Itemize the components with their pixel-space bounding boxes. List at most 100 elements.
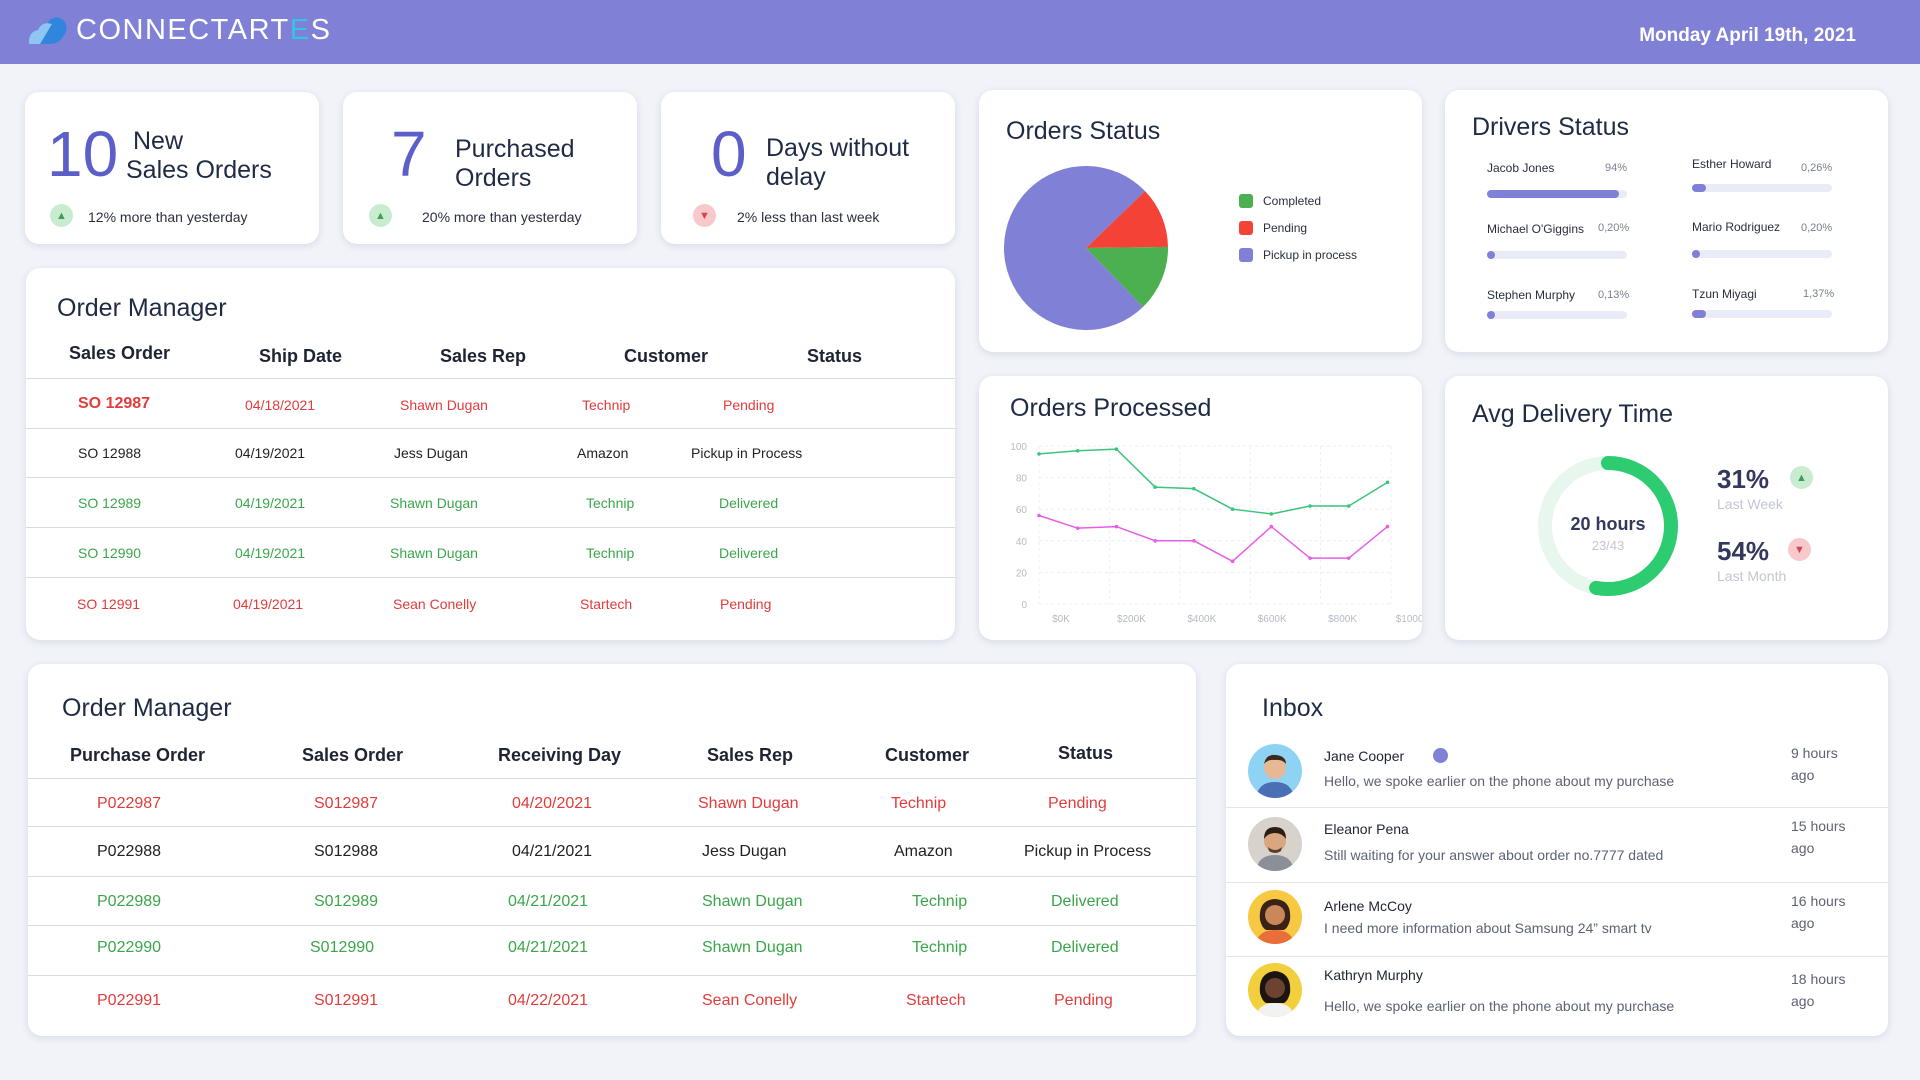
cell-sales-order: SO 12987 xyxy=(78,395,151,412)
data-point[interactable] xyxy=(1153,485,1157,489)
card-title: Order Manager xyxy=(57,294,227,322)
table-row[interactable]: SO 12991 04/19/2021 Sean Conelly Startec… xyxy=(26,577,955,629)
driver-progress-fill xyxy=(1487,311,1496,319)
table-row[interactable]: P022987 S012987 04/20/2021 Shawn Dugan T… xyxy=(28,778,1196,826)
table-row[interactable]: P022990 S012990 04/21/2021 Shawn Dugan T… xyxy=(28,925,1196,975)
col-header-status[interactable]: Status xyxy=(807,346,863,366)
y-tick-label: 80 xyxy=(1016,474,1028,485)
drivers-status-card: Drivers Status Jacob Jones 94% Esther Ho… xyxy=(1445,90,1888,352)
data-point[interactable] xyxy=(1192,539,1196,543)
table-row[interactable]: SO 12988 04/19/2021 Jess Dugan Amazon Pi… xyxy=(26,428,955,477)
kpi-number: 7 xyxy=(391,118,427,190)
avatar xyxy=(1248,744,1302,798)
cell-purchase-order: P022989 xyxy=(97,893,162,910)
col-header-receiving-day[interactable]: Receiving Day xyxy=(498,745,622,765)
cell-sales-rep: Sean Conelly xyxy=(393,596,477,612)
col-header-sales-rep[interactable]: Sales Rep xyxy=(440,346,527,366)
inbox-message[interactable]: Jane Cooper Hello, we spoke earlier on t… xyxy=(1226,734,1888,808)
y-tick-label: 40 xyxy=(1016,537,1028,548)
trend-up-icon: ▲ xyxy=(50,204,73,227)
col-header-sales-order[interactable]: Sales Order xyxy=(302,745,404,765)
table-row[interactable]: P022989 S012989 04/21/2021 Shawn Dugan T… xyxy=(28,876,1196,925)
data-point[interactable] xyxy=(1153,539,1157,543)
legend-pending[interactable]: Pending xyxy=(1239,221,1307,235)
driver-name: Stephen Murphy xyxy=(1487,288,1576,302)
kpi-label-line2: Sales Orders xyxy=(126,156,272,184)
cell-customer: Technip xyxy=(586,545,635,561)
orders-processed-line-chart: 0 20 40 60 80 100 $0K $200K $400K $600K $800K $1000… xyxy=(1010,442,1422,625)
col-header-sales-rep[interactable]: Sales Rep xyxy=(707,745,794,765)
y-tick-label: 100 xyxy=(1010,442,1027,453)
data-point[interactable] xyxy=(1075,448,1080,453)
data-point[interactable] xyxy=(1269,512,1274,516)
data-point[interactable] xyxy=(1308,556,1312,560)
data-point[interactable] xyxy=(1308,504,1312,508)
series-line-1[interactable] xyxy=(1038,448,1388,515)
sender-name: Arlene McCoy xyxy=(1324,898,1412,914)
sender-name: Jane Cooper xyxy=(1324,748,1405,764)
table-row[interactable]: P022991 S012991 04/22/2021 Sean Conelly … xyxy=(28,975,1196,1025)
col-header-purchase-order[interactable]: Purchase Order xyxy=(70,745,206,765)
brand-logo[interactable]: CONNECTARTES xyxy=(28,14,331,47)
driver-name: Mario Rodriguez xyxy=(1692,220,1781,234)
cell-sales-rep: Shawn Dugan xyxy=(698,795,799,812)
card-title: Drivers Status xyxy=(1472,113,1629,141)
cell-sales-order: SO 12988 xyxy=(78,445,142,461)
unread-indicator-icon xyxy=(1433,748,1448,763)
table-row[interactable]: SO 12989 04/19/2021 Shawn Dugan Technip … xyxy=(26,477,955,527)
driver-percent: 0,26% xyxy=(1801,162,1833,174)
legend-swatch xyxy=(1239,221,1253,235)
kpi-label-line1: New xyxy=(133,127,184,155)
message-preview: Hello, we spoke earlier on the phone abo… xyxy=(1324,773,1675,789)
data-point[interactable] xyxy=(1114,524,1119,529)
y-tick-label: 0 xyxy=(1021,600,1027,611)
pie-slice-completed[interactable] xyxy=(1086,246,1168,307)
delivery-hours-value: 20 hours xyxy=(1570,514,1646,534)
data-point[interactable] xyxy=(1269,524,1274,529)
driver-percent: 0,20% xyxy=(1801,222,1833,234)
card-title: Order Manager xyxy=(62,694,232,722)
cell-receiving-day: 04/21/2021 xyxy=(512,843,593,860)
pie-slice-pending[interactable] xyxy=(1086,191,1168,248)
data-point[interactable] xyxy=(1037,452,1041,456)
driver-progress-bar xyxy=(1692,310,1832,318)
avatar xyxy=(1248,963,1302,1017)
data-point[interactable] xyxy=(1346,504,1351,508)
series-line-2[interactable] xyxy=(1038,514,1388,563)
data-point[interactable] xyxy=(1192,486,1196,491)
data-point[interactable] xyxy=(1385,524,1390,529)
inbox-message[interactable]: Kathryn Murphy Hello, we spoke earlier o… xyxy=(1226,957,1888,1031)
inbox-message[interactable]: Eleanor Pena Still waiting for your answ… xyxy=(1226,809,1888,883)
data-point[interactable] xyxy=(1346,556,1351,560)
data-point[interactable] xyxy=(1230,507,1235,511)
legend-completed[interactable]: Completed xyxy=(1239,194,1321,208)
data-point[interactable] xyxy=(1037,513,1041,518)
col-header-status[interactable]: Status xyxy=(1058,743,1114,763)
legend-pickup-in-process[interactable]: Pickup in process xyxy=(1239,248,1357,262)
cell-sales-order: SO 12990 xyxy=(78,545,142,561)
data-point[interactable] xyxy=(1230,559,1235,564)
data-point[interactable] xyxy=(1075,526,1080,530)
cell-sales-order: S012990 xyxy=(310,939,375,956)
driver-progress-bar xyxy=(1692,184,1832,192)
col-header-customer[interactable]: Customer xyxy=(885,745,970,765)
message-time: 9 hours ago xyxy=(1791,745,1838,783)
col-header-sales-order[interactable]: Sales Order xyxy=(69,343,171,363)
cell-receiving-day: 04/21/2021 xyxy=(508,893,589,910)
kpi-label-line2: delay xyxy=(766,163,826,191)
col-header-customer[interactable]: Customer xyxy=(624,346,709,366)
cell-customer: Amazon xyxy=(577,445,629,461)
pie-slice-pickup-in-process[interactable] xyxy=(1004,166,1145,330)
driver-name: Esther Howard xyxy=(1692,157,1772,171)
table-row[interactable]: SO 12987 04/18/2021 Shawn Dugan Technip … xyxy=(26,378,955,428)
col-header-ship-date[interactable]: Ship Date xyxy=(259,346,343,366)
table-row[interactable]: SO 12990 04/19/2021 Shawn Dugan Technip … xyxy=(26,527,955,577)
message-preview: I need more information about Samsung 24… xyxy=(1324,920,1652,936)
driver-progress-fill xyxy=(1692,184,1706,192)
data-point[interactable] xyxy=(1385,480,1390,485)
table-row[interactable]: P022988 S012988 04/21/2021 Jess Dugan Am… xyxy=(28,826,1196,876)
x-tick-label: $1000K xyxy=(1396,614,1422,625)
sender-name: Kathryn Murphy xyxy=(1324,967,1423,983)
inbox-message[interactable]: Arlene McCoy I need more information abo… xyxy=(1226,883,1888,957)
data-point[interactable] xyxy=(1114,447,1119,451)
